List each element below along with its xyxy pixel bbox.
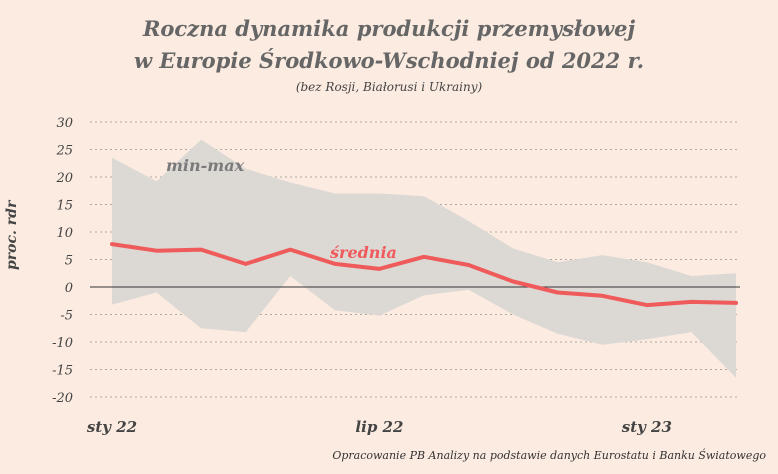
y-tick-label: -15 [52,364,73,379]
average-point [422,255,426,259]
y-tick-label: 5 [65,254,73,269]
average-point [689,300,693,304]
y-tick-label: -20 [52,391,73,406]
average-point [288,248,292,252]
x-tick-label: sty 22 [87,418,137,436]
y-tick-label: 25 [55,144,73,159]
y-tick-label: -10 [52,336,73,351]
average-point [600,294,604,298]
y-tick-label: 15 [56,199,73,214]
average-point [734,301,738,305]
average-point [556,291,560,294]
average-point [155,249,159,253]
annotation-min-max: min-max [166,156,245,175]
average-point [645,303,649,307]
y-tick-labels: 30 25 20 15 10 5 0 -5 -10 -15 -20 [52,116,73,406]
y-tick-label: 30 [56,116,73,131]
chart-subtitle: (bez Rosji, Białorusi i Ukrainy) [295,80,483,94]
average-point [199,248,203,252]
average-point [110,242,114,246]
annotation-average: średnia [329,243,397,262]
x-tick-label: sty 23 [622,418,672,436]
y-tick-label: 0 [65,281,73,296]
y-tick-label: -5 [60,309,73,324]
x-tick-label: lip 22 [355,418,403,436]
average-point [377,267,381,271]
average-point [467,263,471,267]
source-note: Opracowanie PB Analizy na podstawie dany… [332,449,766,462]
chart-title-line2: w Europie Środkowo-Wschodniej od 2022 r. [133,48,645,73]
average-point [511,280,515,283]
average-line-layer [110,242,738,308]
average-point [244,262,248,266]
average-point [333,262,337,266]
x-tick-labels: sty 22 lip 22 sty 23 [87,418,672,436]
y-tick-label: 20 [55,171,73,186]
chart-title-line1: Roczna dynamika produkcji przemysłowej [142,16,636,41]
y-tick-label: 10 [56,226,73,241]
